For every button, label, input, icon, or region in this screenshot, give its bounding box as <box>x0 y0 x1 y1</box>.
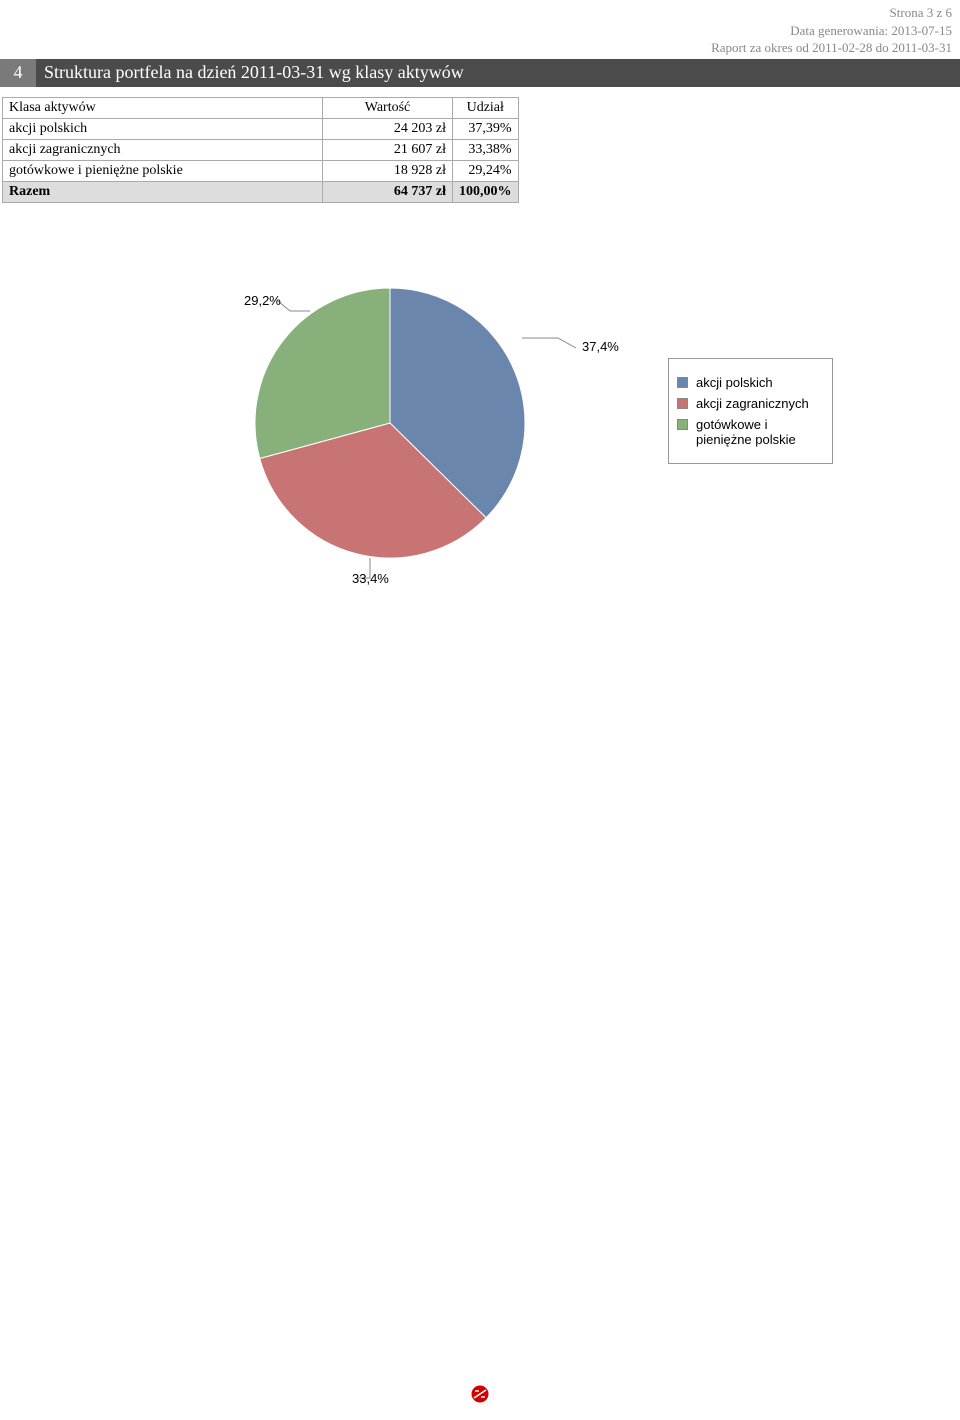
cell-udzial: 37,39% <box>453 118 519 139</box>
cell-klasa: gotówkowe i pieniężne polskie <box>3 160 323 181</box>
pie-label-0: 37,4% <box>582 339 619 354</box>
header-meta: Strona 3 z 6 Data generowania: 2013-07-1… <box>0 0 960 59</box>
pie-label-1: 33,4% <box>352 571 389 586</box>
col-wartosc: Wartość <box>323 97 453 118</box>
pie-chart <box>250 283 530 568</box>
page-number: Strona 3 z 6 <box>0 4 952 22</box>
table-row: akcji polskich 24 203 zł 37,39% <box>3 118 519 139</box>
legend-item: akcji zagranicznych <box>677 396 824 411</box>
legend-label: akcji polskich <box>696 375 773 390</box>
report-period: Raport za okres od 2011-02-28 do 2011-03… <box>0 39 952 57</box>
section-title: Struktura portfela na dzień 2011-03-31 w… <box>36 59 960 87</box>
cell-wartosc: 21 607 zł <box>323 139 453 160</box>
cell-udzial: 33,38% <box>453 139 519 160</box>
section-number: 4 <box>0 59 36 87</box>
legend-item: akcji polskich <box>677 375 824 390</box>
cell-wartosc: 18 928 zł <box>323 160 453 181</box>
legend-swatch <box>677 419 688 430</box>
legend-swatch <box>677 377 688 388</box>
cell-klasa: Razem <box>3 181 323 202</box>
asset-class-table: Klasa aktywów Wartość Udział akcji polsk… <box>2 97 519 203</box>
section-header: 4 Struktura portfela na dzień 2011-03-31… <box>0 59 960 87</box>
legend-label: akcji zagranicznych <box>696 396 809 411</box>
pie-chart-area: 37,4% 29,2% 33,4% akcji polskich akcji z… <box>0 253 960 673</box>
cell-wartosc: 24 203 zł <box>323 118 453 139</box>
col-udzial: Udział <box>453 97 519 118</box>
chart-legend: akcji polskich akcji zagranicznych gotów… <box>668 358 833 464</box>
table-row: gotówkowe i pieniężne polskie 18 928 zł … <box>3 160 519 181</box>
legend-item: gotówkowe i pieniężne polskie <box>677 417 824 447</box>
col-klasa: Klasa aktywów <box>3 97 323 118</box>
cell-klasa: akcji polskich <box>3 118 323 139</box>
cell-klasa: akcji zagranicznych <box>3 139 323 160</box>
legend-swatch <box>677 398 688 409</box>
table-row-total: Razem 64 737 zł 100,00% <box>3 181 519 202</box>
cell-udzial: 100,00% <box>453 181 519 202</box>
legend-label: gotówkowe i pieniężne polskie <box>696 417 824 447</box>
footer-logo-icon <box>471 1385 489 1408</box>
pie-label-2: 29,2% <box>244 293 281 308</box>
cell-udzial: 29,24% <box>453 160 519 181</box>
generation-date: Data generowania: 2013-07-15 <box>0 22 952 40</box>
cell-wartosc: 64 737 zł <box>323 181 453 202</box>
table-row: akcji zagranicznych 21 607 zł 33,38% <box>3 139 519 160</box>
